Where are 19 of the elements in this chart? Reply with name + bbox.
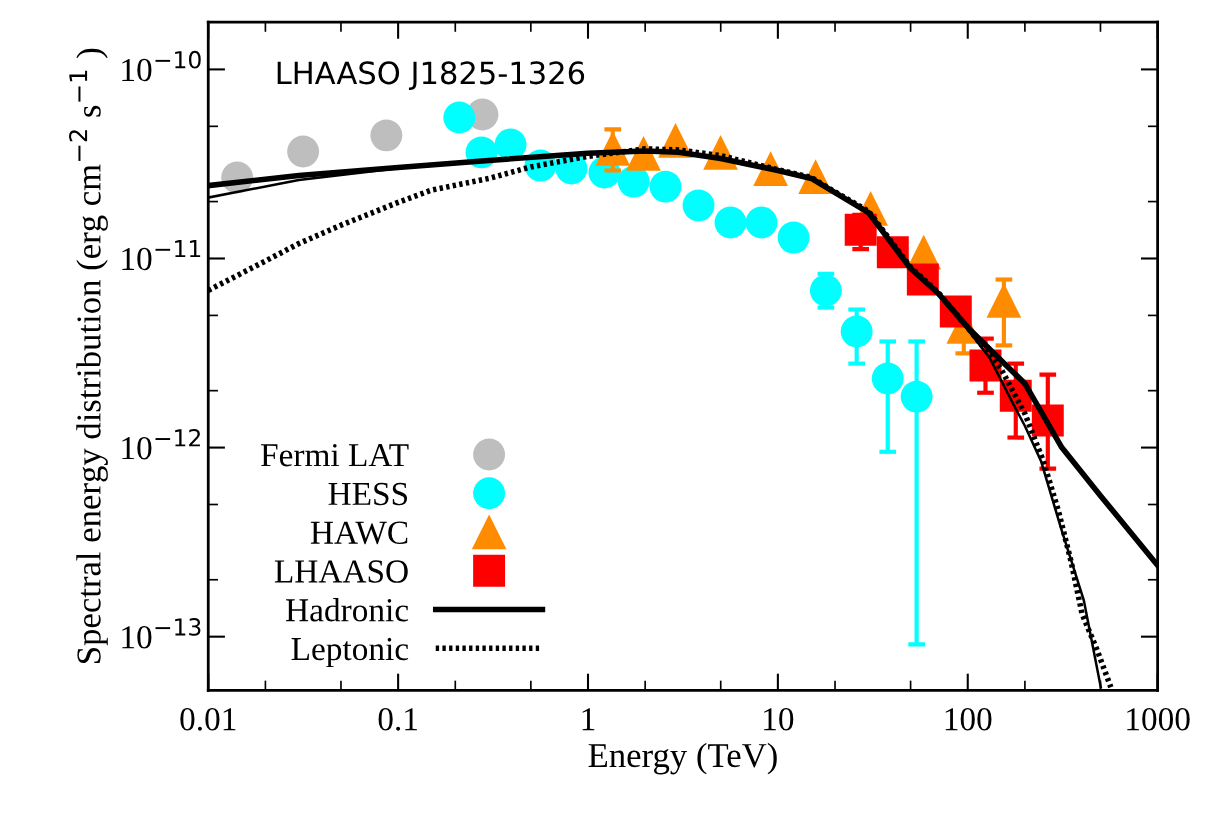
x-tick-label: 1 xyxy=(582,708,595,731)
legend-label: HAWC xyxy=(310,521,408,545)
y-tick-label: 10$^{−10}$ xyxy=(122,50,201,82)
legend-label: HESS xyxy=(328,482,408,506)
x-axis-title: Energy (TeV) xyxy=(588,742,777,775)
legend-label: Hadronic xyxy=(286,598,409,622)
x-tick-label: 1000 xyxy=(1127,708,1190,731)
x-tick-label: 100 xyxy=(945,708,992,731)
y-tick-label: 10$^{−13}$ xyxy=(122,618,201,649)
x-tick-label: 10 xyxy=(764,708,794,731)
x-tick-label: 0.01 xyxy=(180,708,236,731)
legend-label: Leptonic xyxy=(291,637,409,668)
legend-label: Fermi LAT xyxy=(261,444,409,467)
y-axis-title: Spectral energy distribution (erg cm$^{−2}$ s$^{−1}$ ) xyxy=(69,48,108,663)
text: LHAASO J1825-1326 xyxy=(277,61,585,91)
y-tick-label: 10$^{−11}$ xyxy=(122,240,201,271)
y-tick-label: 10$^{−12}$ xyxy=(122,429,200,460)
legend-label: LHAASO xyxy=(274,560,408,583)
x-tick-label: 0.1 xyxy=(378,708,417,731)
